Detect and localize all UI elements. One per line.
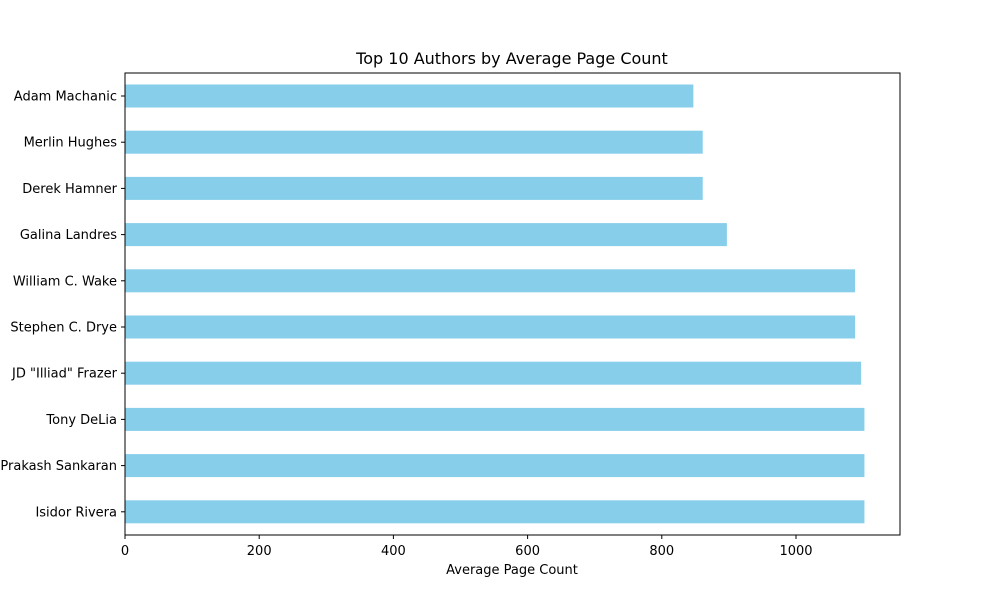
y-tick-label: Isidor Rivera bbox=[35, 505, 117, 520]
bar-7 bbox=[125, 407, 865, 431]
plot-frame bbox=[124, 72, 901, 536]
y-tick-label: Derek Hamner bbox=[22, 182, 117, 197]
x-tick-label: 800 bbox=[649, 544, 674, 559]
bar-9 bbox=[125, 500, 865, 524]
y-tick-label: Tony DeLia bbox=[45, 413, 117, 428]
x-tick-label: 400 bbox=[381, 544, 406, 559]
y-tick-label: Adam Machanic bbox=[14, 90, 117, 105]
bar-1 bbox=[125, 130, 703, 154]
bar-5 bbox=[125, 315, 856, 339]
bar-4 bbox=[125, 269, 856, 293]
y-tick-label: Stephen C. Drye bbox=[10, 321, 117, 336]
chart-title: Top 10 Authors by Average Page Count bbox=[355, 49, 668, 68]
y-tick-label: Merlin Hughes bbox=[24, 136, 118, 151]
x-tick-label: 0 bbox=[121, 544, 129, 559]
x-tick-label: 1000 bbox=[779, 544, 812, 559]
bar-2 bbox=[125, 176, 703, 200]
y-tick-label: JD "Illiad" Frazer bbox=[11, 367, 118, 382]
x-axis-ticks: 0 200 400 600 800 1000 bbox=[121, 535, 813, 559]
y-axis-ticks: Adam Machanic Merlin Hughes Derek Hamner Ga… bbox=[0, 90, 125, 520]
y-tick-label: Galina Landres bbox=[20, 228, 117, 243]
y-tick-label: Prakash Sankaran bbox=[0, 459, 117, 474]
y-tick-label: William C. Wake bbox=[13, 274, 117, 289]
bar-0 bbox=[125, 84, 694, 108]
bar-6 bbox=[125, 361, 862, 385]
x-tick-label: 600 bbox=[515, 544, 540, 559]
x-axis-label: Average Page Count bbox=[446, 563, 578, 578]
bar-3 bbox=[125, 223, 727, 247]
bar-8 bbox=[125, 454, 865, 478]
x-tick-label: 200 bbox=[247, 544, 272, 559]
bars-group bbox=[125, 84, 865, 524]
